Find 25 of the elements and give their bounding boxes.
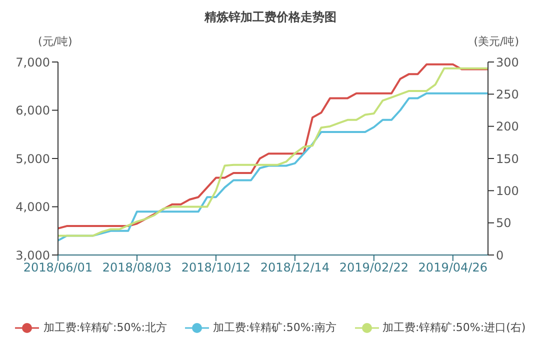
y2-tick-label: 0 [496, 248, 504, 262]
x-tick-label: 2018/10/12 [181, 260, 251, 275]
y2-tick-label: 150 [496, 152, 519, 166]
chart-title: 精炼锌加工费价格走势图 [203, 9, 338, 26]
x-tick-label: 2018/06/01 [23, 260, 93, 275]
y-tick-label: 6,000 [16, 104, 50, 118]
x-tick-label: 2019/02/22 [339, 260, 409, 275]
y-axis-title: (元/吨) [38, 34, 72, 49]
x-tick-label: 2018/08/03 [102, 260, 172, 275]
y2-tick-label: 250 [496, 87, 519, 102]
y-tick-label: 3,000 [16, 248, 50, 262]
x-tick-label: 2018/12/14 [260, 260, 330, 275]
y2-tick-label: 200 [496, 120, 519, 134]
y2-tick-label: 100 [496, 184, 519, 198]
legend-label: 加工费:锌精矿:50%:进口(右) [382, 320, 526, 335]
y-tick-label: 4,000 [16, 200, 50, 214]
legend-label: 加工费:锌精矿:50%:南方 [212, 320, 336, 335]
x-tick-label: 2019/04/26 [418, 260, 488, 275]
legend-label: 加工费:锌精矿:50%:北方 [43, 320, 167, 335]
y-tick-label: 7,000 [16, 55, 50, 70]
y2-tick-label: 50 [496, 216, 512, 230]
y-tick-label: 5,000 [16, 152, 50, 166]
y2-axis-title: (美元/吨) [474, 34, 519, 49]
y2-tick-label: 300 [496, 55, 519, 70]
line-series [58, 92, 488, 242]
